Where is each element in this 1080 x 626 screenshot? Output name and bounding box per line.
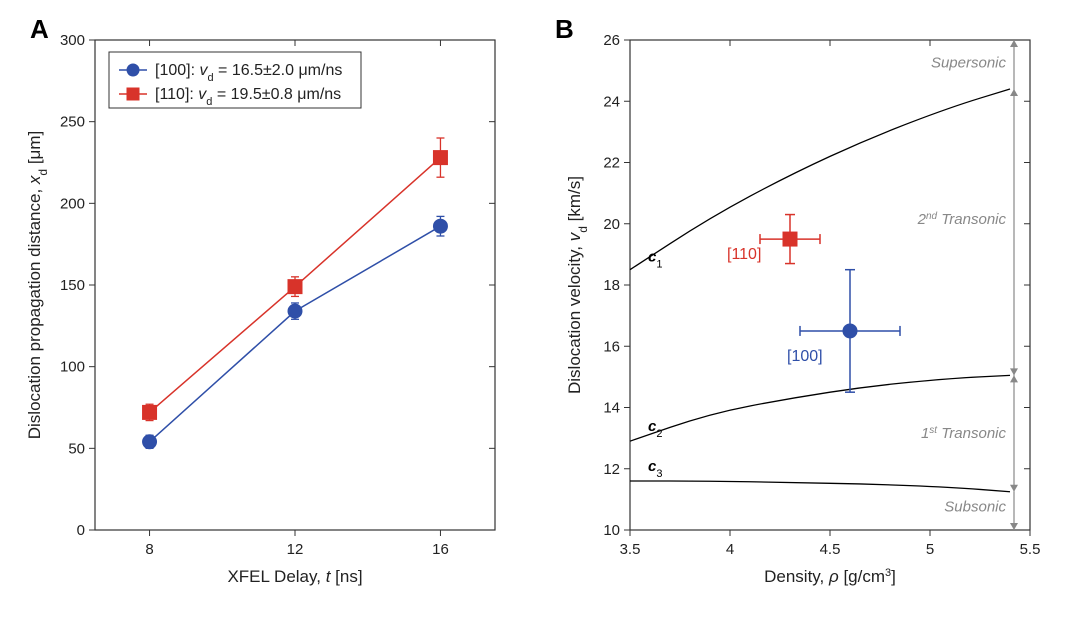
zone-label: Subsonic bbox=[944, 499, 1006, 516]
svg-text:10: 10 bbox=[603, 522, 620, 539]
svg-text:20: 20 bbox=[603, 216, 620, 233]
svg-text:4.5: 4.5 bbox=[820, 541, 841, 558]
panel-b-ylabel: Dislocation velocity, vd [km/s] bbox=[565, 176, 590, 394]
svg-text:5.5: 5.5 bbox=[1020, 541, 1041, 558]
svg-text:18: 18 bbox=[603, 277, 620, 294]
svg-text:22: 22 bbox=[603, 155, 620, 172]
svg-text:3.5: 3.5 bbox=[620, 541, 641, 558]
zone-label: Supersonic bbox=[931, 55, 1007, 72]
point-label-p110: [110] bbox=[727, 246, 761, 263]
svg-text:24: 24 bbox=[603, 93, 620, 110]
figure-container: A05010015020025030081216Dislocation prop… bbox=[0, 0, 1080, 626]
panel-b-svg: B1012141618202224263.544.555.5c1c2c3Supe… bbox=[0, 0, 1080, 626]
panel-b-label: B bbox=[555, 14, 574, 44]
svg-text:26: 26 bbox=[603, 32, 620, 49]
panel-b-xlabel: Density, ρ [g/cm3] bbox=[764, 567, 896, 586]
svg-text:14: 14 bbox=[603, 400, 620, 417]
svg-text:4: 4 bbox=[726, 541, 734, 558]
svg-text:12: 12 bbox=[603, 461, 620, 478]
svg-text:16: 16 bbox=[603, 338, 620, 355]
point-label-p100: [100] bbox=[787, 348, 823, 365]
svg-text:5: 5 bbox=[926, 541, 934, 558]
